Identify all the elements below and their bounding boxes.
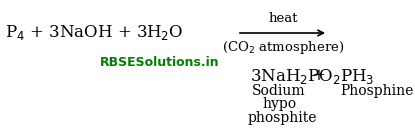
Text: (CO$_2$ atmosphere): (CO$_2$ atmosphere) [222,39,344,56]
Text: RBSESolutions.in: RBSESolutions.in [100,56,220,70]
Text: P$_4$ + 3NaOH + 3H$_2$O: P$_4$ + 3NaOH + 3H$_2$O [5,23,183,42]
Text: phosphite: phosphite [248,111,317,125]
Text: Phosphine: Phosphine [340,84,413,98]
Text: +: + [311,67,325,84]
Text: 3NaH$_2$PO$_2$: 3NaH$_2$PO$_2$ [250,67,341,86]
Text: heat: heat [268,12,298,26]
Text: Sodium: Sodium [252,84,305,98]
Text: hypo: hypo [262,97,296,111]
Text: PH$_3$: PH$_3$ [340,67,374,86]
